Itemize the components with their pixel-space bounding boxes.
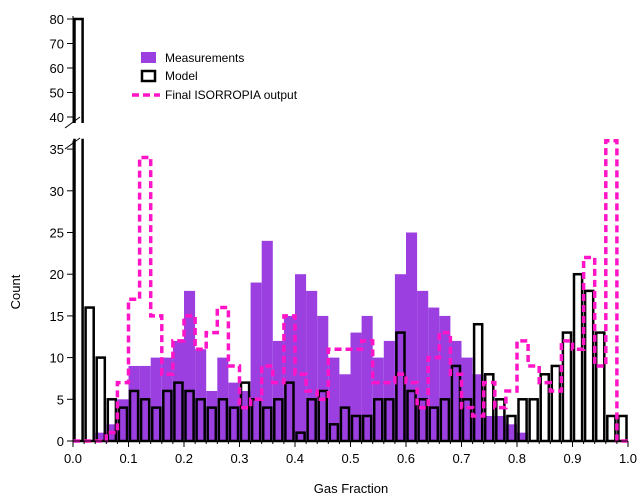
measurement-bar — [117, 399, 129, 441]
measurement-bar — [361, 315, 373, 441]
model-bar — [594, 331, 606, 443]
measurement-bar — [184, 290, 196, 441]
x-tick-label: 0.9 — [563, 451, 581, 466]
model-bar — [528, 398, 539, 443]
measurement-bar — [172, 340, 184, 441]
legend: Measurements Model Final ISORROPIA output — [128, 48, 338, 106]
model-bar — [617, 414, 628, 443]
measurement-bar — [295, 274, 307, 441]
measurement-bar — [328, 357, 340, 441]
y-tick-label: 35 — [50, 142, 64, 157]
legend-label-isorropia: Final ISORROPIA output — [165, 88, 298, 102]
measurement-bar — [161, 357, 173, 441]
y-tick-label: 20 — [50, 267, 64, 282]
plot-area — [73, 17, 628, 443]
measurement-bar — [450, 340, 462, 441]
model-bar — [561, 331, 573, 443]
measurement-bar — [306, 290, 318, 441]
x-tick-label: 0.4 — [286, 451, 304, 466]
model-bar — [73, 17, 84, 443]
measurement-bar — [494, 415, 506, 441]
x-axis-label: Gas Fraction — [314, 481, 388, 496]
model-bar — [84, 306, 95, 443]
measurement-bar — [406, 232, 418, 441]
y-tick-label: 10 — [50, 351, 64, 366]
legend-label-model: Model — [165, 69, 198, 83]
y-tick-label: 60 — [50, 61, 64, 76]
measurement-bar — [383, 340, 395, 441]
measurement-bar — [228, 382, 240, 441]
x-tick-label: 0.1 — [119, 451, 137, 466]
model-bar — [95, 356, 107, 443]
axes: 0 5 10 15 20 25 30 35 40 50 60 70 80 0.0 0.1 0.2 0.3 0.4 0… — [50, 12, 638, 466]
measurement-bar — [350, 332, 362, 441]
x-tick-label: 0.8 — [508, 451, 526, 466]
model-bar — [606, 414, 617, 443]
measurement-bar — [505, 424, 517, 441]
measurement-bar — [417, 290, 429, 441]
legend-swatch-model — [140, 69, 157, 83]
measurement-bar — [150, 357, 162, 441]
measurement-bar — [95, 432, 107, 441]
measurement-bar — [394, 274, 406, 441]
legend-label-measurements: Measurements — [165, 51, 244, 65]
x-tick-label: 0.2 — [175, 451, 193, 466]
measurement-bar — [139, 365, 151, 441]
measurement-bar — [128, 365, 140, 441]
measurement-bar — [317, 315, 329, 441]
measurement-bar — [483, 415, 495, 441]
y-tick-label: 0 — [57, 434, 64, 449]
legend-swatch-measurements — [141, 52, 156, 63]
measurement-bar — [439, 315, 451, 441]
y-tick-label: 40 — [50, 110, 64, 125]
measurement-bar — [261, 240, 273, 441]
legend-box — [128, 48, 338, 106]
measurement-bar — [272, 340, 284, 441]
y-tick-label: 5 — [57, 392, 64, 407]
measurement-bar — [283, 315, 295, 441]
measurement-bar — [517, 432, 529, 441]
axis-break-gap — [65, 123, 632, 139]
x-tick-label: 1.0 — [619, 451, 637, 466]
model-bar — [550, 364, 562, 443]
y-tick-label: 30 — [50, 184, 64, 199]
x-tick-label: 0.0 — [64, 451, 82, 466]
x-tick-label: 0.6 — [397, 451, 415, 466]
y-tick-label: 15 — [50, 309, 64, 324]
isorropia-step-line — [73, 139, 628, 443]
y-tick-label: 25 — [50, 226, 64, 241]
measurement-bar — [195, 349, 207, 441]
x-tick-label: 0.5 — [341, 451, 359, 466]
measurement-bar — [250, 282, 262, 441]
measurement-bar — [428, 307, 440, 441]
model-bar — [583, 289, 595, 443]
x-tick-label: 0.7 — [452, 451, 470, 466]
x-tick-label: 0.3 — [230, 451, 248, 466]
measurement-bar — [239, 390, 251, 441]
model-bar — [572, 272, 584, 443]
measurement-bar — [206, 390, 218, 441]
y-tick-label: 70 — [50, 37, 64, 52]
y-axis-label: Count — [8, 274, 23, 309]
y-tick-label: 80 — [50, 12, 64, 27]
measurement-bar — [472, 374, 484, 441]
y-tick-label: 50 — [50, 86, 64, 101]
